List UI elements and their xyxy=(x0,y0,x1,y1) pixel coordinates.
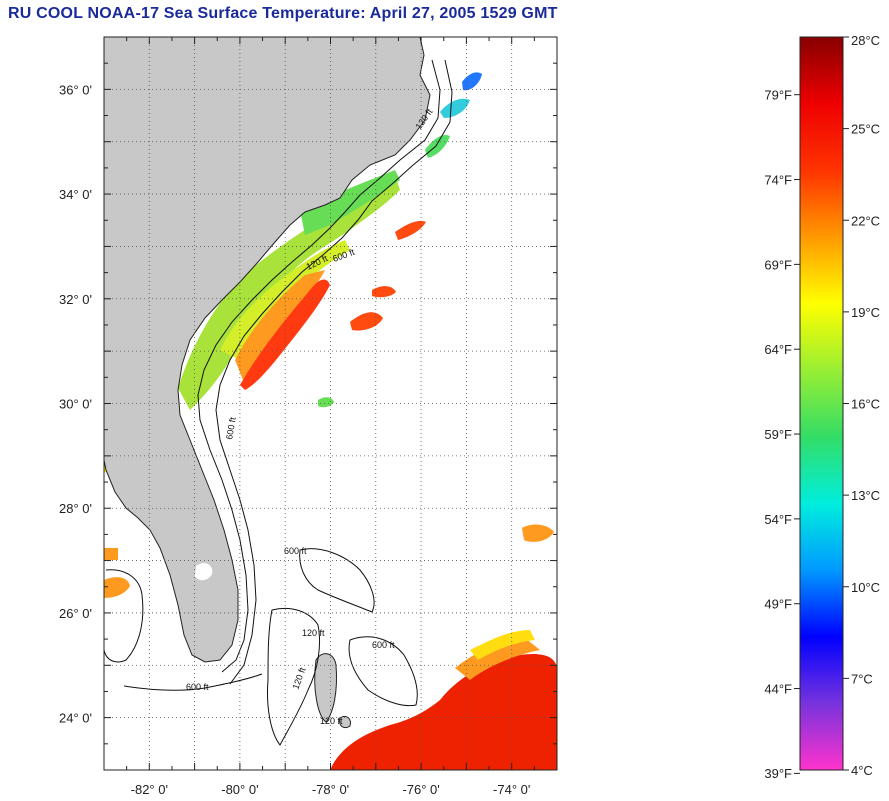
lon-tick-label: -82° 0' xyxy=(131,782,168,797)
sst-patch-se-yellow xyxy=(470,630,535,660)
contour-keys xyxy=(123,673,263,691)
lon-tick-label: -80° 0' xyxy=(221,782,258,797)
contour-bahamas-3 xyxy=(348,636,418,707)
contour-600ft-shelf xyxy=(215,59,453,685)
colorbar-fahrenheit-label: 64°F xyxy=(764,342,792,357)
sst-patch-gulfstream xyxy=(240,279,330,390)
land-bahamas-andros xyxy=(314,653,337,723)
sst-patch-ne-cyan xyxy=(440,98,470,118)
sst-patch-offshore-red-1 xyxy=(350,312,383,331)
colorbar-fahrenheit-label: 74°F xyxy=(764,173,792,188)
sst-patch-west-orange xyxy=(104,548,118,560)
sst-patch-gulf-orange xyxy=(104,577,130,598)
colorbar-fahrenheit-labels: 79°F 74°F 69°F 64°F 59°F 54°F 49°F 44°F 39°F xyxy=(764,88,800,781)
colorbar-celsius-label: 7°C xyxy=(851,671,873,686)
colorbar-celsius-label: 25°C xyxy=(851,122,880,137)
sst-data-layer xyxy=(104,72,557,770)
lon-tick-label: -74° 0' xyxy=(493,782,530,797)
contour-labels: 120 ft 600 ft 120 ft 600 ft 600 ft 120 f… xyxy=(186,107,435,726)
colorbar-celsius-label: 16°C xyxy=(851,397,880,412)
colorbar-fahrenheit-label: 44°F xyxy=(764,682,792,697)
lon-tick-label: -78° 0' xyxy=(312,782,349,797)
contour-label: 600 ft xyxy=(284,546,307,556)
colorbar-celsius-label: 28°C xyxy=(851,33,880,48)
longitude-labels: -82° 0' -80° 0' -78° 0' -76° 0' -74° 0' xyxy=(131,782,531,797)
colorbar-celsius-label: 19°C xyxy=(851,305,880,320)
contour-label: 120 ft xyxy=(302,628,325,638)
lat-tick-label: 28° 0' xyxy=(59,501,92,516)
lat-tick-label: 36° 0' xyxy=(59,82,92,97)
colorbar-fahrenheit-label: 59°F xyxy=(764,427,792,442)
bathymetry-contours xyxy=(104,59,453,746)
sst-patch-east-orange xyxy=(522,524,554,542)
land-bahamas-small xyxy=(339,715,351,729)
colorbar-celsius-label: 4°C xyxy=(851,763,873,778)
sst-patch-green-north xyxy=(300,170,400,235)
lat-tick-label: 24° 0' xyxy=(59,711,92,726)
lon-tick-label: -76° 0' xyxy=(402,782,439,797)
map-title: RU COOL NOAA-17 Sea Surface Temperature:… xyxy=(8,5,558,22)
colorbar-fahrenheit-label: 54°F xyxy=(764,512,792,527)
map-content: 120 ft 600 ft 120 ft 600 ft 600 ft 120 f… xyxy=(104,37,557,770)
land-lake-okeechobee xyxy=(195,563,213,581)
sst-patch-offshore-red-3 xyxy=(395,220,426,240)
colorbar-celsius-label: 22°C xyxy=(851,213,880,228)
colorbar: 28°C25°C22°C19°C16°C13°C10°C7°C4°C 79°F7… xyxy=(764,33,880,781)
colorbar-fahrenheit-label: 39°F xyxy=(764,766,792,781)
contour-label: 120 ft xyxy=(320,716,343,726)
sst-patch-se-warm xyxy=(330,653,557,770)
colorbar-celsius-label: 13°C xyxy=(851,488,880,503)
lat-tick-label: 30° 0' xyxy=(59,397,92,412)
latitude-labels: 36° 0' 34° 0' 32° 0' 30° 0' 28° 0' 26° 0' 24° … xyxy=(59,82,92,725)
sst-patch-se-orange xyxy=(455,638,540,680)
sst-patch-ne-blue xyxy=(462,72,482,91)
lat-tick-label: 34° 0' xyxy=(59,187,92,202)
axis-ticks xyxy=(103,36,558,771)
contour-120ft-shelf xyxy=(197,59,441,673)
sst-patch-ne-green xyxy=(425,134,450,158)
land-us-southeast xyxy=(104,37,431,663)
colorbar-fahrenheit-label: 79°F xyxy=(764,88,792,103)
colorbar-fahrenheit-label: 49°F xyxy=(764,597,792,612)
colorbar-bar xyxy=(799,36,844,771)
contour-bahamas-1 xyxy=(299,548,375,613)
colorbar-celsius-labels: 28°C 25°C 22°C 19°C 16°C 13°C 10°C 7°C 4°C xyxy=(843,33,880,778)
sst-patch-small-green xyxy=(318,397,334,408)
colorbar-fahrenheit-label: 69°F xyxy=(764,257,792,272)
contour-label: 600 ft xyxy=(186,682,209,692)
contour-bahamas-2 xyxy=(267,607,321,746)
contour-gulf-west xyxy=(104,569,144,663)
lat-tick-label: 32° 0' xyxy=(59,292,92,307)
lat-tick-label: 26° 0' xyxy=(59,606,92,621)
contour-label: 600 ft xyxy=(372,640,395,650)
sst-patch-offshore-red-2 xyxy=(372,286,396,298)
colorbar-celsius-label: 10°C xyxy=(851,580,880,595)
contour-label: 600 ft xyxy=(224,416,238,440)
